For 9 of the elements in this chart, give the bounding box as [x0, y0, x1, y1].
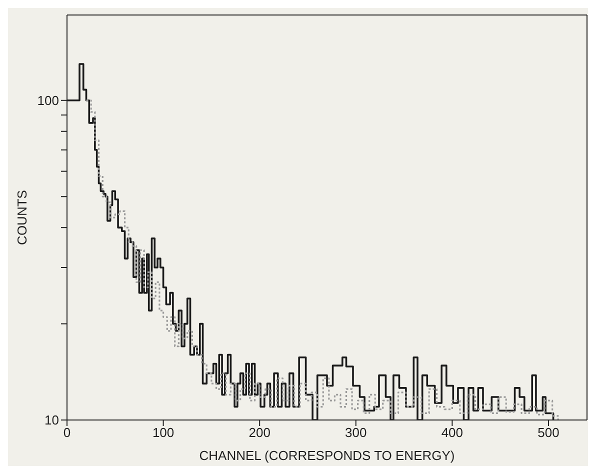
x-tick-label: 200 [248, 425, 270, 440]
x-axis-title: CHANNEL (CORRESPONDS TO ENERGY) [199, 448, 455, 463]
x-tick-label: 500 [538, 425, 560, 440]
x-tick-label: 0 [63, 425, 71, 440]
y-tick-label: 10 [44, 412, 59, 428]
x-tick-label: 300 [345, 425, 367, 440]
y-axis-title: COUNTS [14, 190, 30, 245]
x-tick-label: 100 [152, 425, 174, 440]
x-tick-label: 400 [441, 425, 464, 440]
